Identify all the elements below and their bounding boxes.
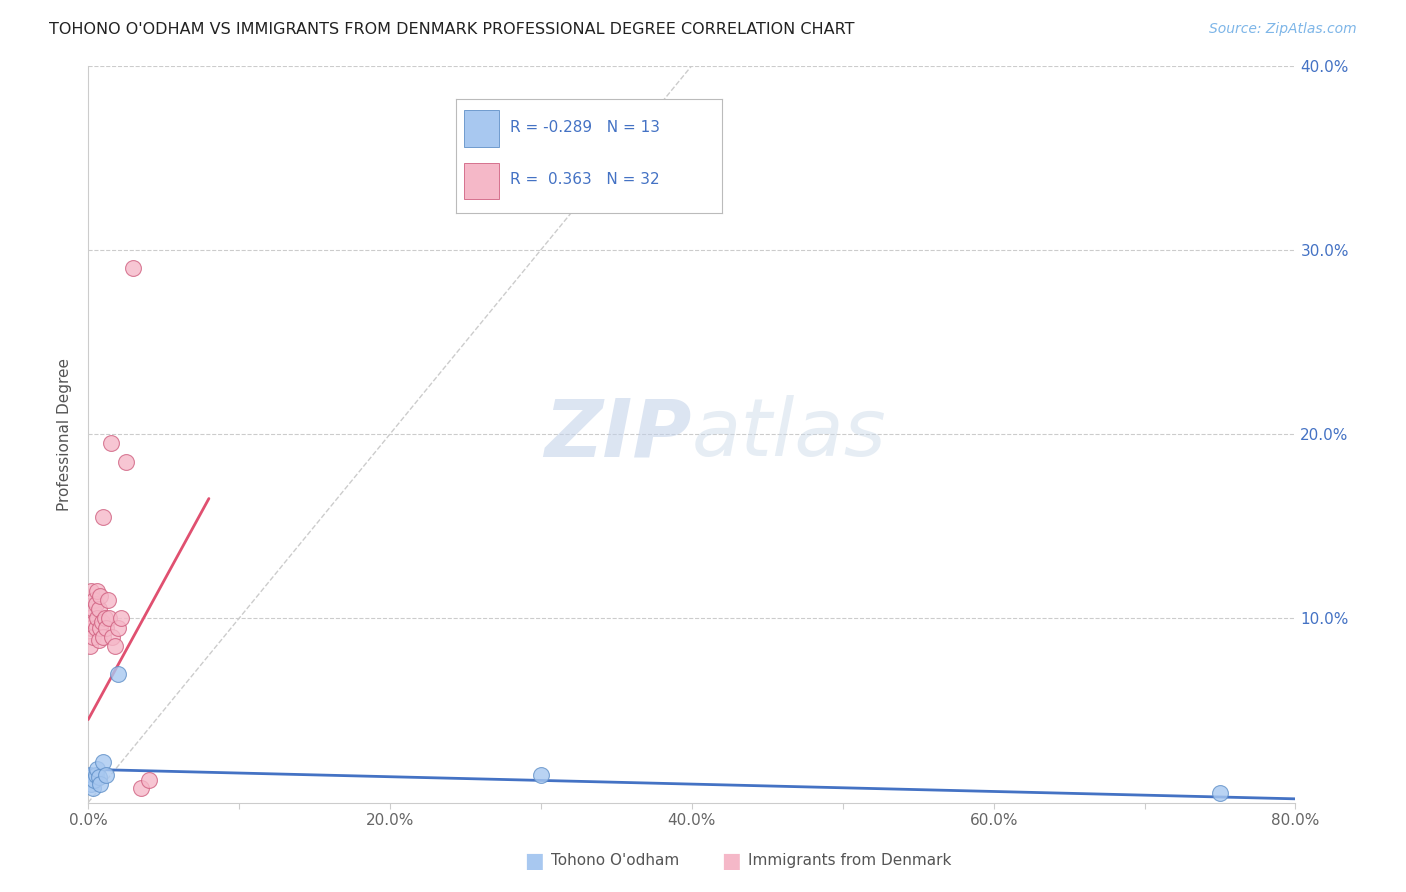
Point: [101, 630, 124, 644]
Point: [97, 592, 120, 607]
Point: [83, 773, 105, 788]
Point: [79, 611, 101, 625]
Point: [84, 768, 107, 782]
Point: [86, 763, 108, 777]
Point: [89, 620, 111, 634]
Point: [89, 589, 111, 603]
Point: [96, 620, 118, 634]
Point: [90, 615, 112, 629]
Text: Source: ZipAtlas.com: Source: ZipAtlas.com: [1209, 22, 1357, 37]
Text: atlas: atlas: [692, 395, 887, 473]
Text: Tohono O'odham: Tohono O'odham: [551, 854, 679, 868]
Y-axis label: Professional Degree: Professional Degree: [58, 358, 72, 510]
Point: [87, 770, 110, 784]
Text: ■: ■: [524, 851, 544, 871]
Point: [115, 455, 138, 469]
Point: [107, 666, 129, 681]
Point: [86, 583, 108, 598]
Point: [98, 611, 121, 625]
Point: [91, 510, 114, 524]
Point: [83, 615, 105, 629]
Point: [110, 611, 132, 625]
Text: ZIP: ZIP: [544, 395, 692, 473]
Point: [79, 639, 101, 653]
Point: [82, 780, 104, 795]
Point: [94, 611, 117, 625]
Point: [122, 261, 145, 276]
Point: [104, 639, 127, 653]
Point: [91, 755, 114, 769]
Point: [82, 602, 104, 616]
Point: [82, 630, 104, 644]
Point: [107, 620, 129, 634]
Point: [80, 777, 103, 791]
Point: [87, 633, 110, 648]
Point: [84, 597, 107, 611]
Point: [87, 602, 110, 616]
Text: ■: ■: [721, 851, 741, 871]
Point: [89, 777, 111, 791]
Point: [80, 583, 103, 598]
Point: [138, 773, 160, 788]
Point: [83, 592, 105, 607]
Point: [530, 768, 553, 782]
Point: [100, 436, 122, 450]
Point: [129, 780, 152, 795]
Point: [96, 768, 118, 782]
Point: [1209, 786, 1232, 800]
Text: TOHONO O'ODHAM VS IMMIGRANTS FROM DENMARK PROFESSIONAL DEGREE CORRELATION CHART: TOHONO O'ODHAM VS IMMIGRANTS FROM DENMAR…: [49, 22, 855, 37]
Text: Immigrants from Denmark: Immigrants from Denmark: [748, 854, 952, 868]
Point: [79, 768, 101, 782]
Point: [84, 620, 107, 634]
Point: [80, 620, 103, 634]
Point: [86, 611, 108, 625]
Point: [91, 630, 114, 644]
